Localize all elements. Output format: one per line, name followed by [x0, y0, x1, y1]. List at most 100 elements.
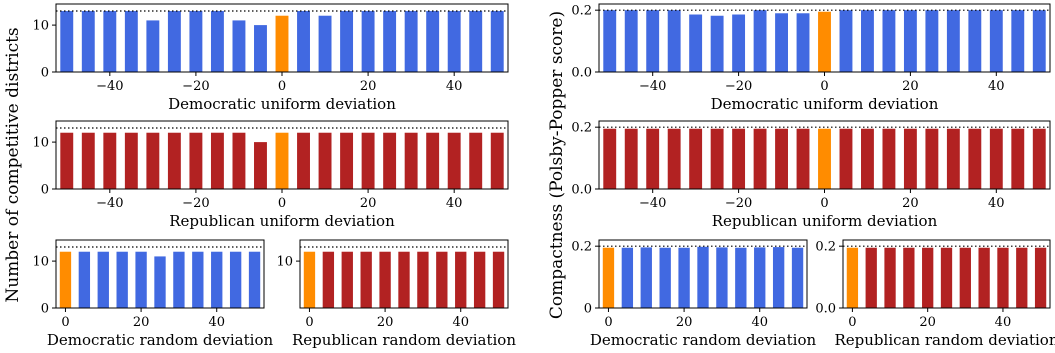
chart-comp-dem-uniform-bar [146, 20, 160, 72]
chart-comp-rep-uniform-bar [124, 132, 138, 189]
chart-comp-rep-random-bar [436, 251, 448, 308]
chart-pp-rep-random-bar [865, 247, 877, 308]
chart-pp-dem-random-frame [598, 239, 808, 309]
chart-pp-dem-random-x-tick-label: 40 [751, 315, 768, 330]
chart-pp-rep-uniform-bar [753, 128, 767, 189]
chart-comp-dem-uniform-bar [404, 11, 418, 72]
chart-pp-dem-random-bar [735, 247, 747, 308]
chart-pp-dem-random-y-tick-label: 0.2 [571, 240, 592, 255]
chart-pp-rep-uniform-x-tick-label: 40 [988, 196, 1005, 211]
chart-pp-dem-uniform-x-tick-label: 40 [988, 79, 1005, 94]
chart-comp-dem-uniform-bar [189, 11, 203, 72]
chart-pp-dem-uniform-x-axis-label: Democratic uniform deviation [711, 95, 939, 113]
chart-pp-rep-random-bar [1016, 247, 1028, 308]
chart-comp-dem-uniform-bar [361, 11, 375, 72]
chart-comp-rep-uniform-x-tick-label: 20 [360, 196, 377, 211]
chart-pp-dem-uniform-x-tick-label: −20 [725, 79, 752, 94]
chart-pp-dem-random-bar [621, 247, 634, 308]
chart-comp-rep-uniform-bar [447, 132, 461, 189]
chart-pp-rep-uniform-bar [882, 128, 896, 189]
chart-comp-rep-uniform-bar [254, 142, 267, 189]
chart-pp-dem-random-bar [697, 246, 709, 308]
chart-pp-dem-uniform-bar [946, 10, 960, 73]
chart-comp-rep-random-x-axis-label: Republican random deviation [292, 331, 516, 349]
chart-comp-rep-uniform-bar [383, 132, 397, 189]
chart-pp-rep-random-y-tick-label: 0.2 [815, 240, 836, 255]
chart-comp-rep-uniform-bar [103, 132, 117, 189]
left-y-axis-label: Number of competitive districts [3, 27, 23, 302]
chart-comp-dem-random-x-tick-label: 40 [208, 315, 225, 330]
chart-pp-dem-uniform-bar [989, 10, 1003, 73]
chart-comp-dem-random-y-tick-label: 10 [32, 255, 49, 270]
chart-comp-dem-uniform-bar [124, 11, 138, 72]
chart-comp-rep-random-x-tick-label: 20 [377, 315, 394, 330]
chart-comp-rep-random-bar [322, 251, 335, 308]
chart-comp-rep-random-bar [360, 251, 372, 308]
chart-pp-rep-uniform-baseline-bar [818, 128, 831, 189]
chart-pp-dem-random-bar [716, 247, 728, 308]
chart-comp-dem-random-x-axis-label: Democratic random deviation [47, 331, 274, 349]
chart-comp-dem-uniform-bar [469, 11, 483, 72]
chart-pp-rep-uniform-bar [732, 128, 746, 189]
chart-comp-dem-uniform-bar [383, 11, 397, 72]
chart-comp-dem-random-bar [173, 251, 185, 308]
chart-comp-rep-uniform-bar [232, 132, 246, 189]
chart-comp-rep-random-bar [492, 251, 505, 308]
chart-comp-dem-uniform-bar [426, 11, 440, 72]
chart-pp-rep-uniform-bar [925, 128, 939, 189]
chart-comp-dem-random-x-tick-label: 0 [61, 315, 69, 330]
chart-pp-dem-random-x-axis-label: Democratic random deviation [590, 331, 817, 349]
chart-pp-dem-uniform-bar [732, 14, 746, 72]
chart-pp-rep-random-x-tick-label: 20 [919, 315, 936, 330]
chart-comp-rep-random-baseline-bar [303, 251, 316, 308]
chart-pp-rep-random-x-axis-label: Republican random deviation [834, 331, 1055, 349]
chart-comp-rep-random-bar [341, 251, 353, 308]
chart-pp-rep-uniform-bar [968, 128, 982, 189]
chart-pp-dem-uniform-bar [646, 10, 660, 73]
chart-pp-rep-uniform-bar [989, 128, 1003, 189]
chart-pp-dem-uniform-bar [796, 13, 810, 72]
chart-pp-dem-random-bar [640, 247, 652, 308]
chart-comp-rep-uniform-bar [167, 132, 181, 189]
chart-comp-dem-uniform-bar [447, 11, 461, 72]
chart-pp-dem-uniform-bar [903, 10, 917, 73]
chart-comp-dem-uniform-x-tick-label: −40 [96, 79, 123, 94]
chart-comp-rep-uniform-y-tick-label: 0 [41, 183, 49, 198]
chart-pp-dem-uniform-x-tick-label: 0 [820, 79, 828, 94]
chart-comp-rep-uniform-bar [404, 132, 418, 189]
chart-comp-rep-uniform-bar [60, 132, 74, 189]
chart-comp-dem-uniform-x-tick-label: 40 [446, 79, 463, 94]
chart-pp-dem-uniform-bar [753, 10, 767, 73]
chart-comp-dem-random-baseline-bar [59, 251, 72, 308]
chart-pp-dem-uniform-x-tick-label: 20 [902, 79, 919, 94]
chart-comp-rep-uniform-baseline-bar [275, 132, 289, 189]
chart-comp-dem-random-bar [116, 251, 128, 308]
chart-comp-dem-random-bar [97, 251, 109, 308]
chart-comp-dem-random-bar [192, 251, 204, 308]
chart-comp-dem-uniform-bar [340, 11, 354, 72]
chart-pp-rep-random-y-tick-label: 0.0 [815, 302, 836, 317]
chart-pp-dem-uniform-bar [710, 15, 724, 73]
chart-pp-rep-uniform-bar [710, 128, 724, 189]
chart-comp-dem-random-bar [248, 251, 261, 308]
chart-pp-rep-uniform-bar [796, 128, 810, 189]
chart-comp-dem-random-bar [135, 251, 147, 308]
chart-comp-rep-uniform-x-tick-label: 0 [278, 196, 286, 211]
chart-comp-rep-random-frame [299, 239, 509, 309]
chart-pp-rep-random-bar [997, 247, 1009, 308]
chart-comp-dem-random-bar [229, 251, 242, 308]
chart-comp-rep-uniform-y-tick-label: 10 [32, 136, 49, 151]
chart-comp-dem-uniform-bar [103, 11, 117, 72]
chart-pp-dem-uniform-bar [882, 10, 896, 73]
chart-pp-rep-uniform-bar [603, 128, 617, 189]
chart-pp-dem-uniform-bar [624, 10, 638, 73]
chart-pp-dem-uniform-bar [1011, 10, 1025, 73]
chart-pp-dem-uniform-bar [861, 10, 874, 73]
chart-pp-dem-random-bar [772, 247, 785, 308]
chart-pp-rep-uniform-x-tick-label: 0 [820, 196, 828, 211]
chart-pp-rep-uniform-bar [624, 128, 638, 189]
chart-pp-dem-random-bar [754, 247, 766, 308]
chart-comp-rep-uniform-x-axis-label: Republican uniform deviation [169, 212, 395, 230]
chart-comp-dem-uniform-bar [60, 11, 74, 72]
chart-pp-rep-uniform-y-tick-label: 0.2 [571, 121, 592, 136]
